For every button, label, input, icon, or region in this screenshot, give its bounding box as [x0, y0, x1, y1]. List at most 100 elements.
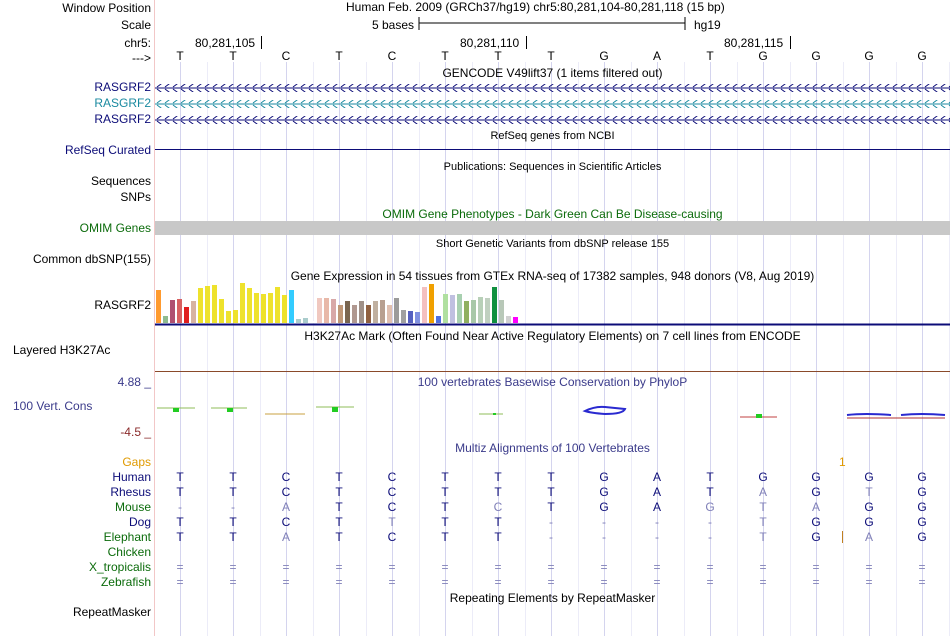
- gencode-gene-arrows[interactable]: [155, 80, 950, 128]
- gtex-bar[interactable]: [429, 284, 434, 323]
- gtex-bar[interactable]: [499, 300, 504, 323]
- gtex-bar[interactable]: [296, 319, 301, 323]
- species-label-x_tropicalis[interactable]: X_tropicalis: [88, 560, 151, 574]
- gtex-bar[interactable]: [492, 287, 497, 323]
- gtex-bar[interactable]: [324, 298, 329, 323]
- gtex-bar[interactable]: [212, 285, 217, 323]
- gtex-bar[interactable]: [443, 294, 448, 323]
- repeatmasker-track-title[interactable]: Repeating Elements by RepeatMasker: [449, 591, 656, 605]
- gtex-bar[interactable]: [233, 310, 238, 323]
- gencode-item-3[interactable]: [155, 116, 950, 124]
- gtex-bar[interactable]: [205, 286, 210, 323]
- gtex-bar[interactable]: [457, 294, 462, 323]
- gencode-track-title[interactable]: GENCODE V49lift37 (1 items filtered out): [442, 66, 663, 80]
- gtex-bar[interactable]: [275, 287, 280, 323]
- dbsnp-track-title[interactable]: Short Genetic Variants from dbSNP releas…: [435, 238, 670, 250]
- refseq-track-label[interactable]: RefSeq Curated: [64, 143, 151, 157]
- gaps-label[interactable]: Gaps: [122, 455, 151, 469]
- gtex-bar[interactable]: [401, 310, 406, 323]
- gtex-bar[interactable]: [226, 311, 231, 323]
- gtex-bar[interactable]: [310, 321, 315, 323]
- h3k27ac-track-title[interactable]: H3K27Ac Mark (Often Found Near Active Re…: [304, 329, 801, 343]
- gtex-bar[interactable]: [177, 299, 182, 323]
- gtex-bar[interactable]: [184, 307, 189, 323]
- gtex-bar[interactable]: [373, 301, 378, 323]
- omim-gene-bar[interactable]: [155, 221, 950, 235]
- gtex-bar[interactable]: [394, 298, 399, 323]
- gencode-item-label-3[interactable]: RASGRF2: [94, 112, 151, 126]
- aligned-base: -: [231, 500, 235, 514]
- gtex-bar[interactable]: [331, 299, 336, 323]
- aligned-base: T: [176, 515, 184, 529]
- aligned-base: =: [441, 560, 449, 574]
- gtex-expression-chart[interactable]: [155, 283, 950, 327]
- multiz-track-title[interactable]: Multiz Alignments of 100 Vertebrates: [455, 441, 650, 455]
- gtex-bar[interactable]: [191, 301, 196, 323]
- gtex-bar[interactable]: [380, 300, 385, 323]
- cons-signal[interactable]: [155, 400, 950, 424]
- species-label-rhesus[interactable]: Rhesus: [110, 485, 151, 499]
- repeatmasker-track-label[interactable]: RepeatMasker: [72, 605, 151, 619]
- gtex-bar[interactable]: [163, 316, 168, 323]
- gtex-bar[interactable]: [303, 318, 308, 323]
- dbsnp-track-label[interactable]: Common dbSNP(155): [32, 252, 151, 266]
- aligned-base: T: [335, 470, 343, 484]
- species-label-human[interactable]: Human: [112, 470, 151, 484]
- gtex-bar[interactable]: [422, 287, 427, 323]
- gtex-bar[interactable]: [415, 312, 420, 323]
- gtex-track-label[interactable]: RASGRF2: [94, 298, 151, 312]
- gtex-bar[interactable]: [359, 301, 364, 323]
- gtex-bar[interactable]: [317, 298, 322, 323]
- gtex-bar[interactable]: [478, 297, 483, 323]
- gtex-bar[interactable]: [219, 299, 224, 323]
- gtex-bar[interactable]: [366, 305, 371, 323]
- species-label-elephant[interactable]: Elephant: [103, 530, 151, 544]
- cons-track-label[interactable]: 100 Vert. Cons: [13, 399, 93, 413]
- species-label-zebrafish[interactable]: Zebrafish: [100, 575, 151, 589]
- gtex-bar[interactable]: [387, 305, 392, 323]
- gtex-bar[interactable]: [506, 316, 511, 323]
- gtex-bar[interactable]: [408, 311, 413, 323]
- gencode-item-2[interactable]: [155, 100, 950, 108]
- gtex-bar[interactable]: [254, 293, 259, 323]
- gtex-bar[interactable]: [338, 305, 343, 323]
- species-label-chicken[interactable]: Chicken: [107, 545, 151, 559]
- gtex-bar[interactable]: [198, 288, 203, 323]
- omim-track-title[interactable]: OMIM Gene Phenotypes - Dark Green Can Be…: [382, 207, 723, 221]
- window-position-label: Window Position: [62, 1, 151, 15]
- publications-track-label[interactable]: Sequences: [90, 174, 151, 188]
- aligned-base: T: [176, 530, 184, 544]
- gtex-bar[interactable]: [450, 295, 455, 323]
- aligned-base: =: [600, 560, 608, 574]
- gtex-bar[interactable]: [485, 298, 490, 323]
- gtex-bar[interactable]: [464, 301, 469, 323]
- gtex-bar[interactable]: [156, 290, 161, 323]
- species-label-dog[interactable]: Dog: [128, 515, 151, 529]
- gtex-bar[interactable]: [247, 288, 252, 323]
- gtex-bar[interactable]: [170, 300, 175, 323]
- gtex-bar[interactable]: [345, 301, 350, 323]
- gencode-item-label-1[interactable]: RASGRF2: [94, 80, 151, 94]
- gtex-bar[interactable]: [352, 305, 357, 323]
- refseq-gene-line[interactable]: [155, 149, 950, 150]
- species-label-mouse[interactable]: Mouse: [114, 500, 151, 514]
- gtex-bar[interactable]: [471, 300, 476, 323]
- h3k27ac-track-label[interactable]: Layered H3K27Ac: [13, 343, 111, 357]
- gtex-bar[interactable]: [240, 283, 245, 323]
- gtex-bar[interactable]: [282, 295, 287, 323]
- reference-base: G: [599, 49, 609, 63]
- publications-snps-label[interactable]: SNPs: [120, 190, 151, 204]
- gtex-bar[interactable]: [289, 290, 294, 323]
- gencode-item-1[interactable]: [155, 84, 950, 92]
- cons-track-title[interactable]: 100 vertebrates Basewise Conservation by…: [417, 375, 688, 389]
- gtex-bar[interactable]: [268, 293, 273, 323]
- track-display-area[interactable]: Human Feb. 2009 (GRCh37/hg19) chr5:80,28…: [155, 0, 950, 636]
- gtex-track-title[interactable]: Gene Expression in 54 tissues from GTEx …: [290, 269, 815, 283]
- refseq-track-title[interactable]: RefSeq genes from NCBI: [490, 130, 615, 142]
- gtex-bar[interactable]: [261, 294, 266, 323]
- publications-track-title[interactable]: Publications: Sequences in Scientific Ar…: [443, 161, 662, 173]
- gencode-item-label-2[interactable]: RASGRF2: [94, 96, 151, 110]
- gtex-bar[interactable]: [436, 316, 441, 323]
- omim-track-label[interactable]: OMIM Genes: [79, 221, 151, 235]
- gtex-bar[interactable]: [513, 317, 518, 323]
